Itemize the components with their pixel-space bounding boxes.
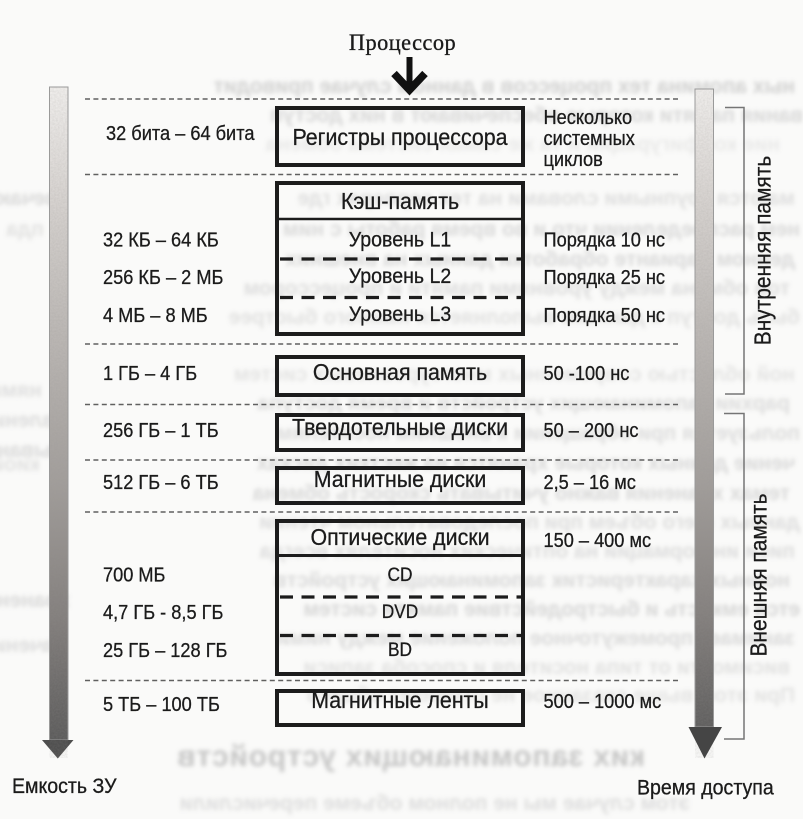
svg-text:занимает промежуточное положен: занимает промежуточное положение между н… [277,627,795,650]
svg-text:256 ГБ – 1 ТБ: 256 ГБ – 1 ТБ [103,420,219,442]
svg-text:CD: CD [388,564,413,585]
svg-text:циклов: циклов [544,149,603,171]
svg-text:маются крупными словами на тех: маются крупными словами на тех серверах … [298,187,795,210]
svg-text:Время доступа: Время доступа [637,776,774,800]
svg-text:Уровень L2: Уровень L2 [349,264,452,288]
svg-text:1 ГБ – 4 ГБ: 1 ГБ – 4 ГБ [103,363,197,385]
svg-text:Магнитные ленты: Магнитные ленты [311,687,489,713]
svg-text:тывании: тывании [0,439,62,462]
svg-text:Магнитные диски: Магнитные диски [314,466,487,492]
svg-text:Регистры процессора: Регистры процессора [292,124,508,150]
svg-text:новных характеристик запоминаю: новных характеристик запоминающих устрой… [274,569,790,592]
svg-text:Порядка 10 нс: Порядка 10 нс [544,230,666,252]
svg-text:Внутренняя память: Внутренняя память [750,156,776,345]
svg-text:киой: киой [0,453,40,476]
svg-text:Уровень L3: Уровень L3 [349,302,452,326]
svg-text:4 МБ – 8 МБ: 4 МБ – 8 МБ [103,305,208,327]
svg-text:Оптические диски: Оптические диски [310,524,489,550]
svg-text:вления: вления [0,409,55,432]
svg-text:ной областью современных много: ной областью современных многоуровневых … [234,363,795,386]
svg-text:Кэш-память: Кэш-память [341,188,459,214]
svg-text:рархии запоминающих устройств: рархии запоминающих устройств и время до… [257,392,790,415]
svg-text:BD: BD [388,639,412,660]
svg-text:Твердотельные диски: Твердотельные диски [292,414,508,440]
svg-text:пользуется при обращении к вне: пользуется при обращении к внешним носит… [277,422,800,445]
svg-text:ется емкость и быстродействие: ется емкость и быстродействие памяти сис… [304,598,800,621]
svg-text:быть доступ к данным выполняет: быть доступ к данным выполняется намного… [229,306,800,329]
svg-text:Внешняя память: Внешняя память [746,493,772,656]
svg-text:пда: пда [6,218,44,241]
svg-text:этом случае мы не полном объем: этом случае мы не полном объеме перечисл… [180,792,690,815]
svg-text:Основная память: Основная память [313,359,487,385]
svg-text:700 МБ: 700 МБ [103,565,165,587]
svg-text:2,5 – 16 мс: 2,5 – 16 мс [544,472,637,494]
svg-text:данных и его объем при последо: данных и его объем при последовательном … [259,511,800,534]
svg-text:Уровень L1: Уровень L1 [349,228,452,252]
svg-text:писи информации на оптических: писи информации на оптических носителях … [259,540,795,563]
svg-text:денном варианте обработки данн: денном варианте обработки данных на внеш… [285,248,795,271]
svg-text:Порядка 50 нс: Порядка 50 нс [544,305,666,327]
svg-text:Несколько: Несколько [544,107,633,129]
svg-text:5 ТБ – 100 ТБ: 5 ТБ – 100 ТБ [103,694,220,716]
svg-text:32 КБ – 64 КБ: 32 КБ – 64 КБ [103,230,219,252]
svg-text:500 – 1000 мс: 500 – 1000 мс [544,691,662,713]
svg-text:системных: системных [544,128,636,150]
svg-text:Емкость ЗУ: Емкость ЗУ [12,774,117,798]
svg-text:150 – 400 мс: 150 – 400 мс [544,530,652,552]
svg-text:Порядка 25 нс: Порядка 25 нс [544,267,666,289]
svg-text:256 КБ – 2 МБ: 256 КБ – 2 МБ [103,267,223,289]
svg-text:50 -100 нс: 50 -100 нс [544,363,630,385]
svg-text:вечают: вечают [0,187,58,210]
svg-text:ких запоминающих устройств: ких запоминающих устройств [176,740,645,773]
svg-text:32 бита – 64 бита: 32 бита – 64 бита [106,123,255,145]
svg-text:нями: нями [0,379,42,402]
svg-text:50 – 200 нс: 50 – 200 нс [544,420,639,442]
svg-text:25 ГБ – 128 ГБ: 25 ГБ – 128 ГБ [103,640,227,662]
svg-text:тов обмена между уровнями памя: тов обмена между уровнями памяти и проце… [244,277,790,300]
svg-text:Процессор: Процессор [349,29,456,55]
svg-text:ных апомина тех процессов в да: ных апомина тех процессов в данном случа… [214,75,795,98]
svg-text:DVD: DVD [382,601,418,622]
svg-text:512 ГБ – 6 ТБ: 512 ГБ – 6 ТБ [103,472,219,494]
svg-text:4,7 ГБ - 8,5 ГБ: 4,7 ГБ - 8,5 ГБ [103,602,223,624]
svg-text:нем распределении что и во вре: нем распределении что и во время работы … [283,218,800,241]
